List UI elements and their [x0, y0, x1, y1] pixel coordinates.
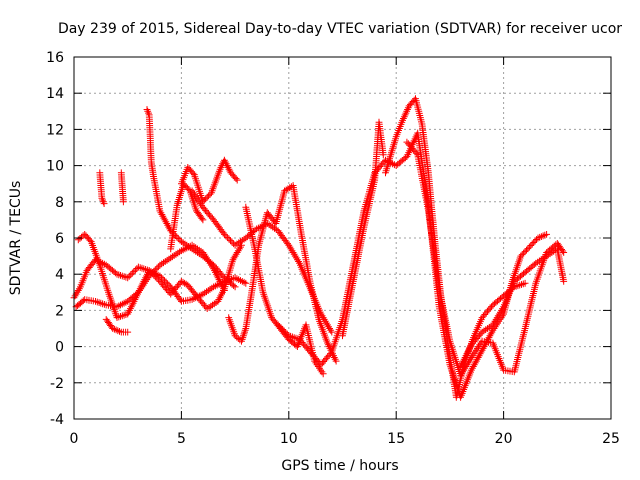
point-markers	[274, 129, 507, 401]
y-tick-label: 14	[46, 86, 64, 102]
x-tick-label: 0	[70, 431, 79, 447]
point-markers	[403, 138, 568, 379]
y-tick-label: 12	[46, 122, 64, 138]
y-tick-label: -2	[50, 376, 64, 392]
y-tick-label: 2	[55, 303, 64, 319]
series-track-18	[500, 231, 550, 318]
point-markers	[96, 169, 108, 207]
point-markers	[143, 106, 239, 291]
point-markers	[339, 118, 387, 340]
point-markers	[225, 182, 340, 365]
x-tick-label: 5	[177, 431, 186, 447]
x-tick-label: 10	[280, 431, 298, 447]
series-track-16	[403, 138, 568, 379]
series-track-14	[339, 118, 387, 340]
y-tick-label: 8	[55, 195, 64, 211]
series-track-5	[102, 316, 132, 336]
data-series	[70, 95, 568, 401]
grid	[74, 57, 611, 419]
y-tick-label: 10	[46, 159, 64, 175]
tick-labels: -4 -2 0 2 4 6 8 10 12 14 16 0 5 10 15 20 25	[46, 50, 620, 447]
series-track-9	[178, 156, 241, 206]
series-track-7	[143, 106, 239, 291]
point-markers	[102, 316, 132, 336]
point-markers	[167, 180, 207, 253]
y-tick-label: 6	[55, 231, 64, 247]
y-tick-label: 16	[46, 50, 64, 66]
y-axis-label: SDTVAR / TECUs	[8, 181, 24, 296]
series-track-13	[274, 129, 507, 401]
x-tick-label: 20	[495, 431, 513, 447]
x-tick-label: 15	[387, 431, 405, 447]
x-axis-label: GPS time / hours	[281, 458, 398, 474]
series-track-4	[96, 169, 108, 207]
y-tick-label: -4	[50, 412, 64, 428]
chart-title: Day 239 of 2015, Sidereal Day-to-day VTE…	[58, 21, 622, 37]
x-tick-label: 25	[602, 431, 620, 447]
tick-marks	[73, 56, 612, 420]
series-track-8	[167, 180, 207, 253]
y-tick-label: 0	[55, 340, 64, 356]
y-tick-label: 4	[55, 267, 64, 283]
point-markers	[500, 231, 550, 318]
series-track-6	[117, 169, 127, 206]
point-markers	[178, 156, 241, 206]
point-markers	[117, 169, 127, 206]
series-track-11	[225, 182, 340, 365]
